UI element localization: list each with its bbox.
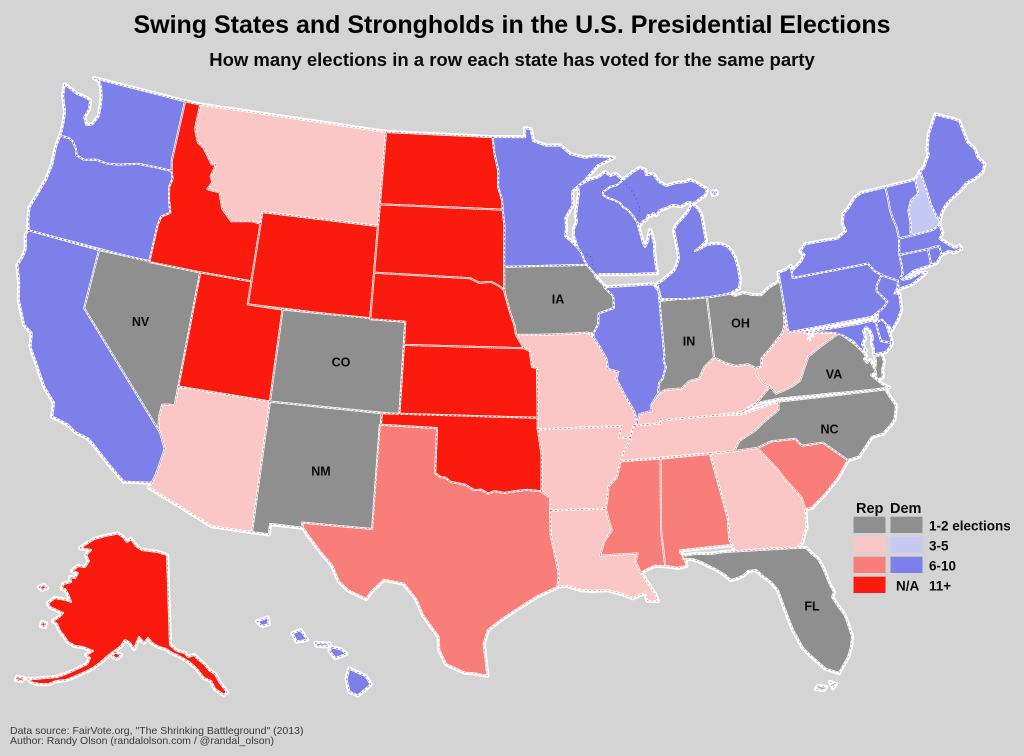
svg-text:1-2 elections: 1-2 elections	[929, 519, 1011, 534]
svg-text:NC: NC	[820, 423, 838, 437]
svg-text:Rep: Rep	[856, 501, 884, 517]
svg-text:NV: NV	[132, 315, 150, 329]
svg-text:IN: IN	[683, 335, 696, 349]
svg-text:11+: 11+	[929, 579, 951, 594]
svg-text:N/A: N/A	[896, 579, 920, 594]
svg-text:6-10: 6-10	[929, 559, 956, 574]
svg-text:VA: VA	[826, 368, 842, 382]
svg-text:3-5: 3-5	[929, 539, 949, 554]
svg-text:FL: FL	[804, 600, 820, 614]
svg-text:Dem: Dem	[890, 501, 921, 517]
svg-text:CO: CO	[332, 356, 351, 370]
svg-text:OH: OH	[731, 317, 750, 331]
svg-text:IA: IA	[552, 293, 565, 307]
svg-text:NM: NM	[311, 465, 330, 479]
